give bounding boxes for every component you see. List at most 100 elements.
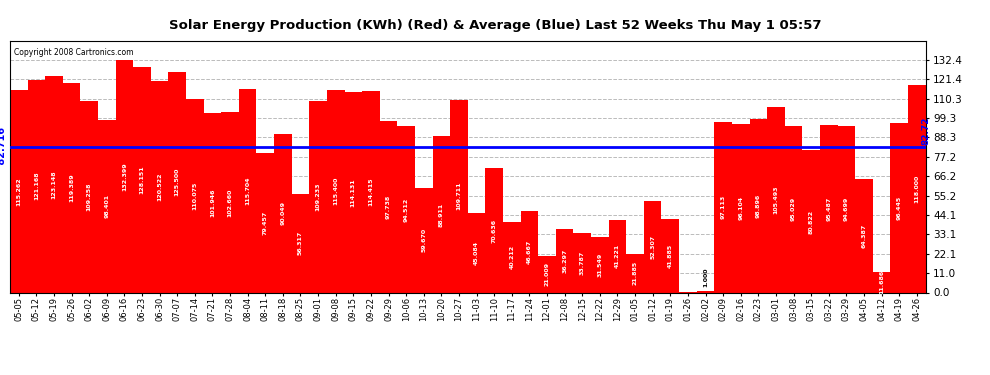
- Text: 109.233: 109.233: [316, 182, 321, 211]
- Text: 21.009: 21.009: [544, 262, 549, 286]
- Bar: [521, 210, 539, 292]
- Bar: [221, 112, 239, 292]
- Bar: [150, 81, 168, 292]
- Bar: [98, 120, 116, 292]
- Bar: [256, 153, 274, 292]
- Text: 115.262: 115.262: [16, 177, 21, 206]
- Text: 56.317: 56.317: [298, 231, 303, 255]
- Bar: [468, 213, 485, 292]
- Bar: [362, 92, 380, 292]
- Text: 98.401: 98.401: [104, 194, 109, 218]
- Text: 115.704: 115.704: [246, 177, 250, 205]
- Text: 46.667: 46.667: [527, 239, 532, 264]
- Bar: [345, 92, 362, 292]
- Bar: [767, 107, 785, 292]
- Text: 132.399: 132.399: [122, 162, 127, 190]
- Bar: [697, 291, 715, 292]
- Text: 88.911: 88.911: [439, 202, 444, 226]
- Text: 82.716: 82.716: [0, 127, 7, 168]
- Text: 33.787: 33.787: [580, 251, 585, 275]
- Text: 36.297: 36.297: [562, 249, 567, 273]
- Bar: [785, 126, 802, 292]
- Bar: [890, 123, 908, 292]
- Text: 109.258: 109.258: [87, 182, 92, 211]
- Bar: [204, 113, 221, 292]
- Bar: [450, 100, 468, 292]
- Bar: [715, 122, 732, 292]
- Bar: [503, 222, 521, 292]
- Text: 79.457: 79.457: [262, 211, 267, 235]
- Text: 70.636: 70.636: [492, 218, 497, 243]
- Text: 97.738: 97.738: [386, 195, 391, 219]
- Bar: [661, 219, 679, 292]
- Text: 125.500: 125.500: [174, 168, 180, 196]
- Text: 21.885: 21.885: [633, 261, 638, 285]
- Bar: [168, 72, 186, 292]
- Text: 114.415: 114.415: [368, 178, 373, 206]
- Text: 95.487: 95.487: [827, 196, 832, 221]
- Text: 31.549: 31.549: [597, 253, 602, 277]
- Text: Copyright 2008 Cartronics.com: Copyright 2008 Cartronics.com: [15, 48, 134, 57]
- Text: 115.400: 115.400: [334, 177, 339, 205]
- Bar: [609, 220, 627, 292]
- Text: 123.148: 123.148: [51, 170, 56, 199]
- Bar: [627, 254, 644, 292]
- Bar: [134, 68, 150, 292]
- Bar: [855, 179, 873, 292]
- Bar: [309, 100, 327, 292]
- Text: 96.104: 96.104: [739, 196, 743, 220]
- Bar: [62, 83, 80, 292]
- Text: 95.029: 95.029: [791, 197, 796, 221]
- Text: 102.660: 102.660: [228, 188, 233, 216]
- Text: 59.670: 59.670: [422, 228, 427, 252]
- Text: 80.822: 80.822: [809, 209, 814, 234]
- Bar: [573, 233, 591, 292]
- Text: 109.711: 109.711: [456, 182, 461, 210]
- Bar: [327, 90, 345, 292]
- Text: 41.221: 41.221: [615, 244, 620, 268]
- Text: 119.389: 119.389: [69, 173, 74, 202]
- Text: 101.946: 101.946: [210, 189, 215, 217]
- Bar: [749, 119, 767, 292]
- Bar: [239, 89, 256, 292]
- Bar: [415, 188, 433, 292]
- Bar: [555, 229, 573, 292]
- Bar: [186, 99, 204, 292]
- Text: 11.686: 11.686: [879, 270, 884, 294]
- Text: 82.72: 82.72: [921, 117, 931, 146]
- Text: 96.445: 96.445: [897, 196, 902, 220]
- Bar: [732, 124, 749, 292]
- Bar: [397, 126, 415, 292]
- Bar: [433, 136, 450, 292]
- Text: 41.885: 41.885: [668, 244, 673, 268]
- Bar: [46, 76, 62, 292]
- Text: 52.307: 52.307: [650, 234, 655, 259]
- Bar: [644, 201, 661, 292]
- Bar: [116, 60, 134, 292]
- Bar: [838, 126, 855, 292]
- Text: 45.084: 45.084: [474, 241, 479, 265]
- Text: 114.131: 114.131: [350, 178, 355, 207]
- Text: 105.493: 105.493: [773, 186, 778, 214]
- Text: 64.387: 64.387: [861, 224, 866, 248]
- Text: 128.151: 128.151: [140, 166, 145, 194]
- Bar: [539, 256, 555, 292]
- Bar: [380, 121, 397, 292]
- Bar: [591, 237, 609, 292]
- Text: 98.896: 98.896: [755, 194, 761, 218]
- Text: 94.512: 94.512: [404, 197, 409, 222]
- Text: 94.699: 94.699: [843, 197, 848, 221]
- Bar: [80, 100, 98, 292]
- Text: 90.049: 90.049: [280, 201, 285, 225]
- Text: 120.522: 120.522: [157, 172, 162, 201]
- Text: 40.212: 40.212: [509, 245, 514, 269]
- Text: Solar Energy Production (KWh) (Red) & Average (Blue) Last 52 Weeks Thu May 1 05:: Solar Energy Production (KWh) (Red) & Av…: [168, 19, 822, 32]
- Text: 110.075: 110.075: [192, 182, 197, 210]
- Bar: [820, 125, 838, 292]
- Bar: [873, 272, 890, 292]
- Bar: [908, 85, 926, 292]
- Text: 118.000: 118.000: [915, 175, 920, 203]
- Bar: [292, 194, 309, 292]
- Text: 97.113: 97.113: [721, 195, 726, 219]
- Text: 121.168: 121.168: [34, 172, 39, 200]
